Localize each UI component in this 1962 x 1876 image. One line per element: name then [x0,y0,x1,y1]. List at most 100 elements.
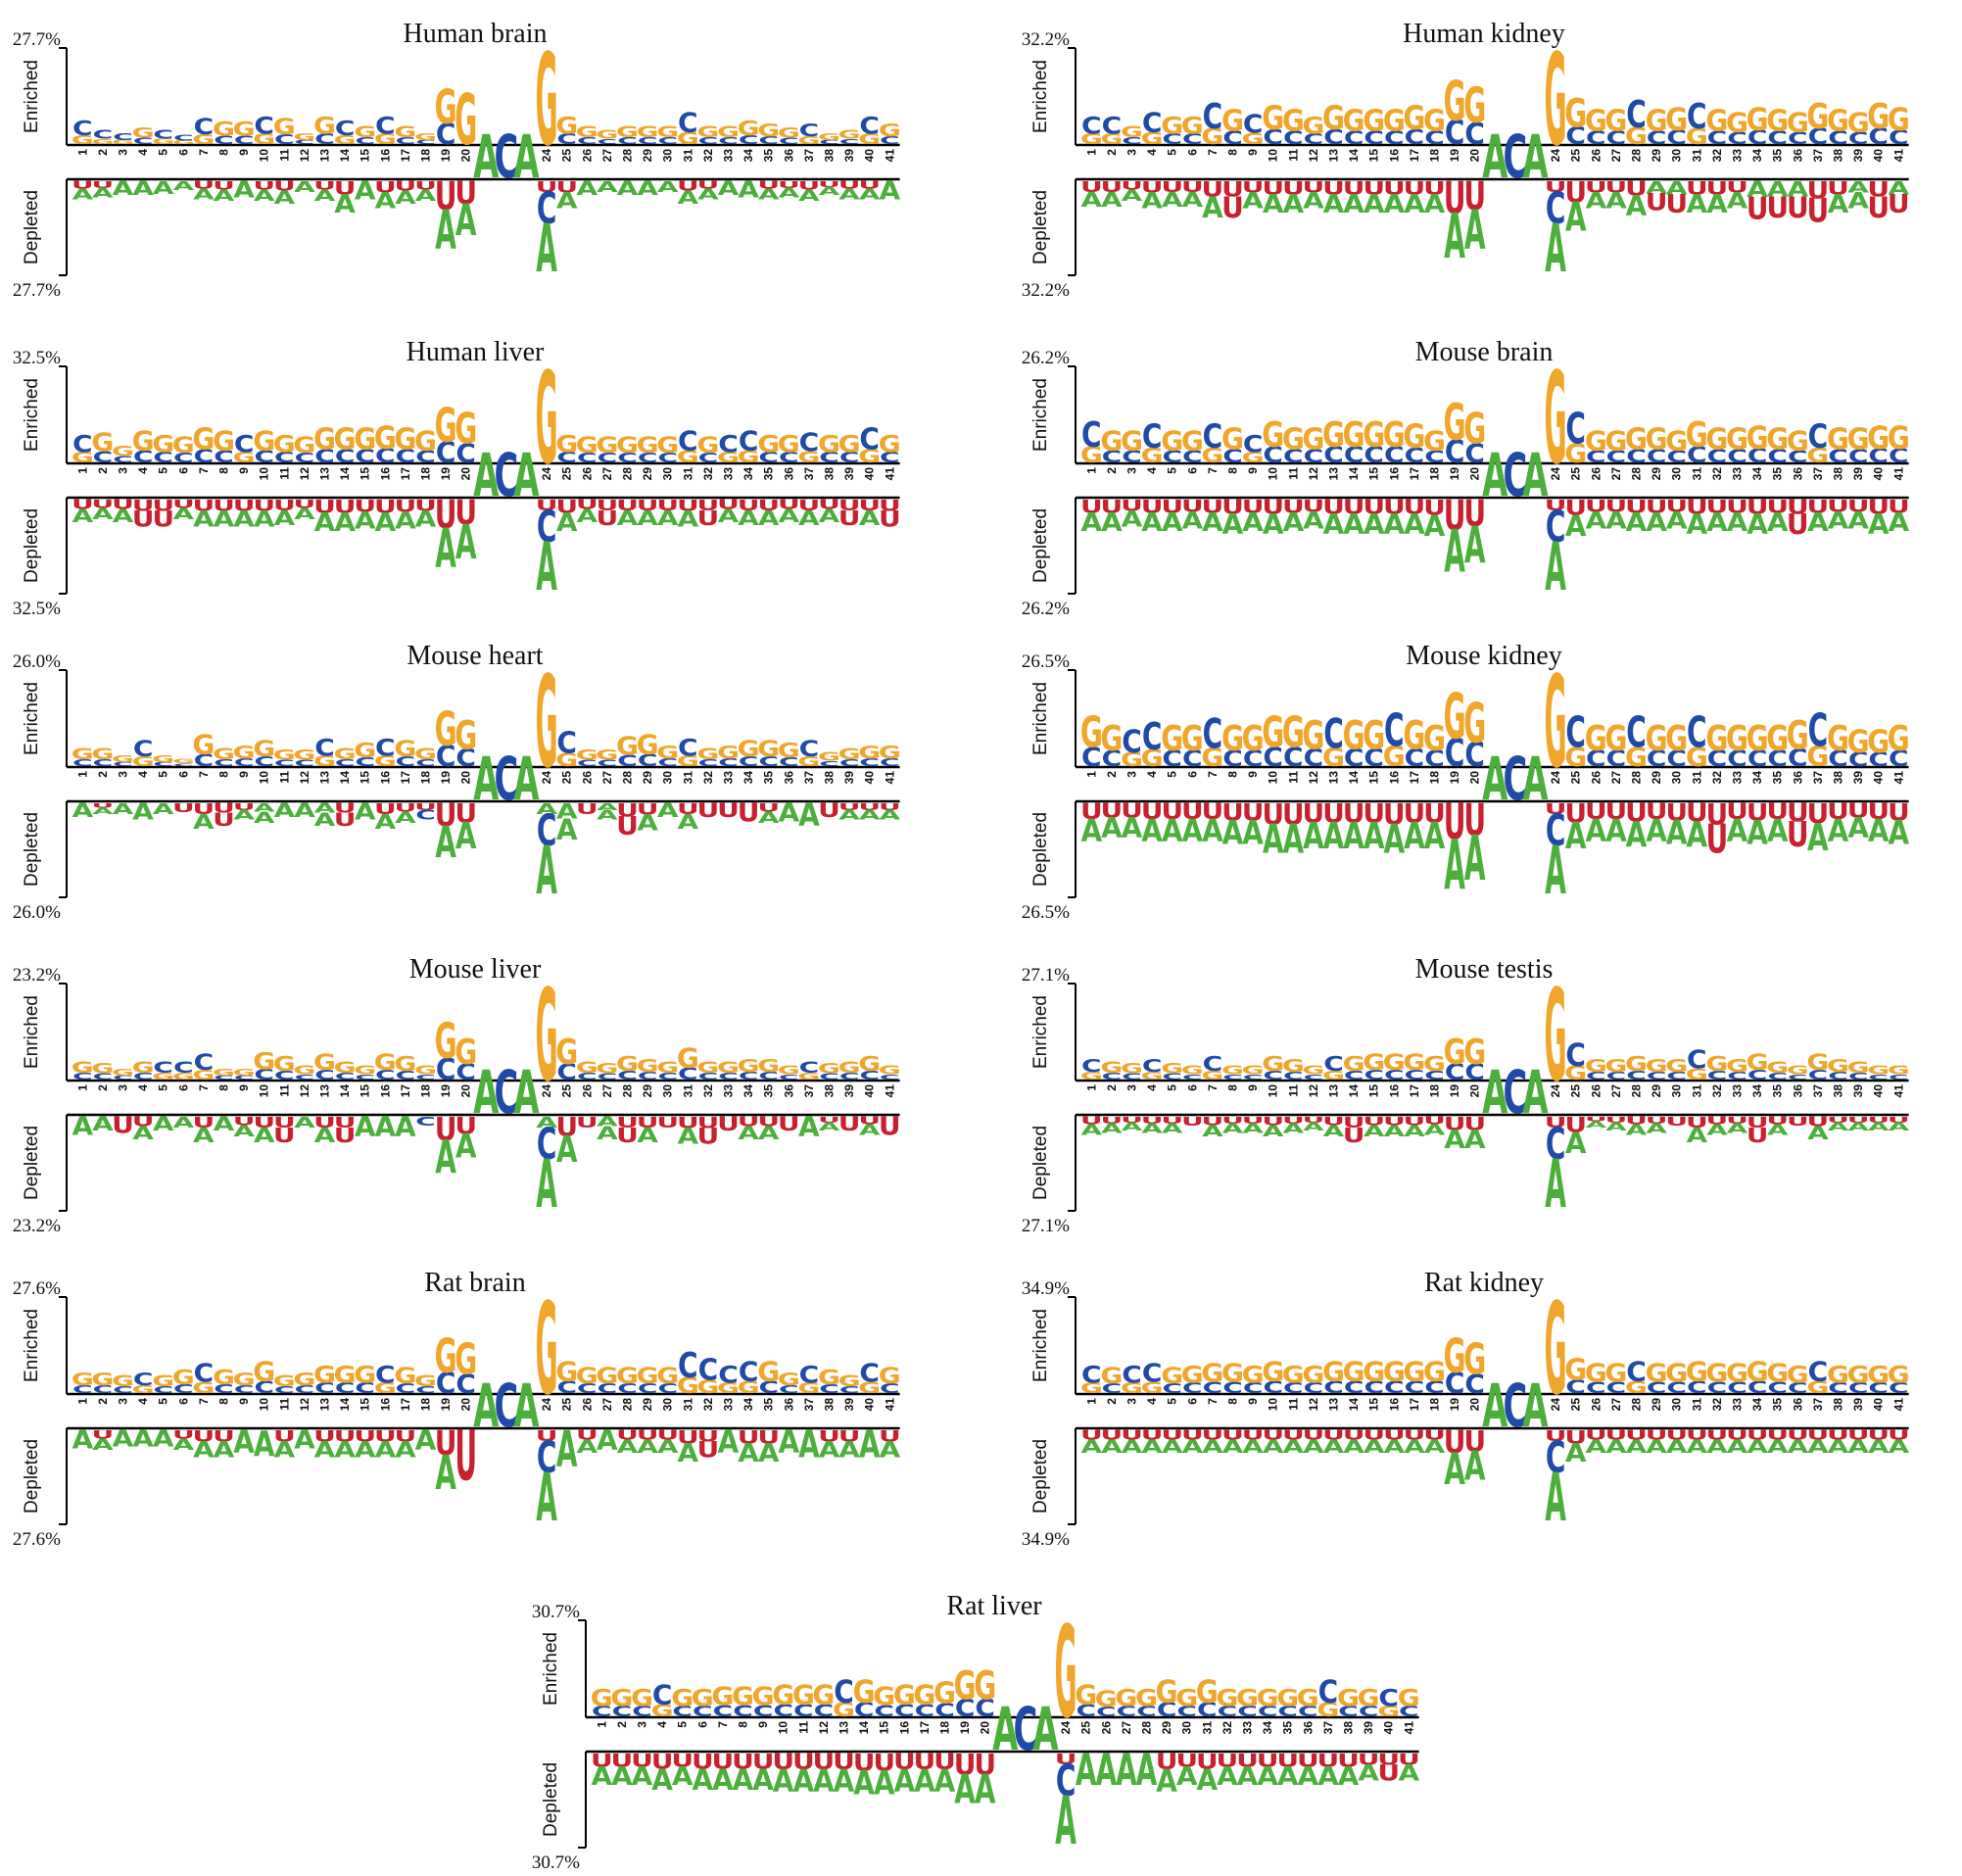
enriched-letter: C [375,445,396,467]
position-tick-label: 33 [722,771,736,785]
depleted-letter: A [1080,813,1102,848]
position-tick-label: 41 [1891,1398,1905,1412]
enriched-letter: G [1847,107,1870,139]
depleted-letter: U [914,1749,936,1775]
enriched-letter: G [1847,724,1870,760]
depleted-letter: A [536,530,557,606]
depleted-letter: U [772,1749,794,1775]
enriched-letter: G [435,400,457,454]
depleted-letter: U [597,497,619,513]
enriched-letter: G [1383,1356,1406,1388]
enriched-letter: G [596,432,618,458]
depleted-letter: U [536,178,558,196]
depleted-letter: U [1221,1428,1244,1443]
depleted-letter: U [334,801,357,816]
enriched-letter: G [1363,713,1385,758]
depleted-letter: A [72,505,93,527]
depleted-letter: U [193,497,215,514]
depleted-letter: U [1444,172,1466,224]
enriched-letter: C [1162,1381,1182,1397]
depleted-letter: A [1828,507,1849,534]
enriched-letter: C [1828,746,1848,771]
depleted-letter: U [1564,1113,1587,1137]
enriched-letter: G [1665,1360,1688,1389]
enriched-letter: G [1080,707,1103,757]
position-tick-label: 19 [1448,149,1461,163]
enriched-letter: G [1847,1059,1870,1077]
depleted-letter: A [556,799,578,824]
depleted-letter: U [152,506,174,531]
depleted-letter: U [697,1427,720,1445]
depleted-letter: U [1646,189,1668,216]
depleted-letter: A [374,188,396,213]
depleted-letter: C [537,501,557,553]
depleted-letter: U [555,178,578,196]
depleted-letter: U [455,494,477,533]
position-tick-label: 38 [1832,149,1845,163]
depleted-letter: U [334,1114,357,1130]
depleted-letter: A [1303,1121,1324,1133]
enriched-letter: G [1888,102,1910,138]
depleted-letter: A [273,505,295,529]
enriched-letter: C [1445,1060,1465,1084]
depleted-letter: U [1423,177,1446,199]
enriched-letter: G [1201,444,1223,467]
position-tick-label: 25 [1569,771,1583,785]
depleted-letter: A [1444,518,1465,586]
depleted-letter: U [1161,496,1183,517]
enriched-axis-label: Enriched [22,1309,42,1382]
position-tick-label: 2 [96,1084,110,1091]
depleted-letter: U [597,505,619,529]
depleted-letter: U [1202,798,1224,825]
depleted-letter: A [355,799,376,826]
enriched-letter: C [1808,1068,1829,1083]
depleted-letter: A [834,1763,855,1799]
enriched-letter: C [214,447,234,466]
enriched-letter: G [1686,124,1708,149]
depleted-letter: A [597,1115,618,1130]
enriched-letter: G [757,1056,780,1077]
depleted-letter: A [1585,1436,1606,1458]
depleted-letter: A [1868,813,1890,848]
depleted-letter: A [1747,508,1768,541]
position-tick-label: 17 [399,1398,412,1412]
enriched-letter: G [677,1042,699,1075]
enriched-letter: C [1102,113,1123,140]
enriched-letter: G [1625,421,1648,456]
depleted-letter: A [355,1111,376,1143]
enriched-letter: G [1302,1362,1324,1389]
position-tick-label: 32 [1710,149,1724,163]
depleted-letter: A [415,1424,437,1457]
depleted-letter: A [677,809,698,833]
position-tick-label: 3 [1125,467,1139,474]
enriched-letter: C [455,746,476,773]
depleted-letter: U [1706,1115,1729,1128]
enriched-letter: G [1161,1363,1183,1389]
position-tick-label: 13 [837,1721,851,1735]
position-tick-label: 15 [1367,149,1381,163]
position-tick-label: 5 [157,1084,170,1091]
depleted-letter: U [1665,1428,1688,1443]
depleted-letter: A [1545,530,1566,606]
depleted-letter: U [1303,178,1325,196]
depleted-letter: A [1847,188,1869,213]
motif-letter: C [494,1057,518,1128]
enriched-letter: G [1095,1686,1118,1712]
enriched-letter: G [1236,1685,1259,1712]
position-tick-label: 5 [157,1398,170,1405]
position-tick-label: 41 [1891,467,1905,481]
enriched-letter: G [717,743,740,763]
position-tick-label: 17 [1408,1084,1421,1098]
enriched-letter: C [1424,1069,1445,1082]
position-tick-label: 16 [378,1084,392,1098]
enriched-letter: C [1263,443,1283,467]
enriched-letter: G [1242,130,1265,148]
depleted-letter: A [617,1436,639,1458]
position-tick-label: 25 [560,1084,574,1098]
depleted-letter: U [92,802,115,810]
enriched-letter: G [838,431,861,458]
depleted-letter: U [1404,1115,1426,1129]
enriched-letter: C [1707,746,1728,771]
depleted-letter: U [677,497,699,514]
